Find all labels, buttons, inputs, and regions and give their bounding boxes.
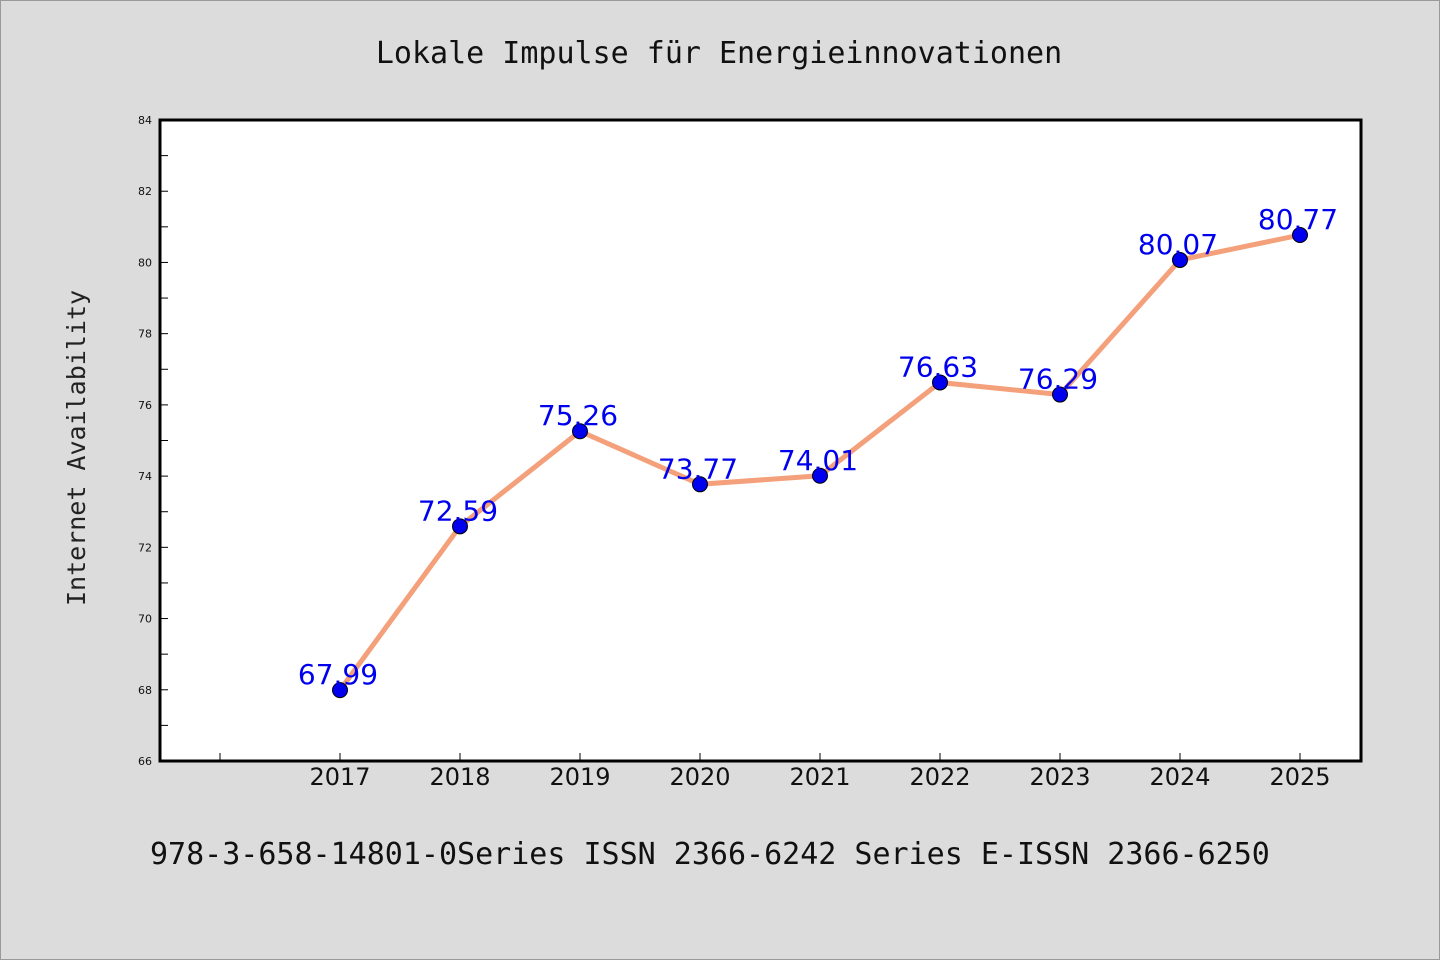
y-tick-label: 74 [138,470,152,483]
data-point [1292,227,1308,244]
data-label: 74.01 [778,444,858,477]
data-point [1052,386,1068,403]
y-axis: 66 68 70 72 74 76 78 80 82 84 [138,114,168,768]
x-tick-label: 2025 [1269,763,1330,791]
marker-group [332,227,1308,699]
y-tick-label: 70 [138,613,152,626]
y-tick-label: 80 [138,256,152,269]
x-tick-label: 2022 [909,763,970,791]
x-tick-label: 2019 [549,763,610,791]
x-axis: 2017 2018 2019 2020 2021 2022 2023 2024 2025 [219,753,1331,791]
data-point [332,682,348,699]
x-tick-label: 2021 [789,763,850,791]
footer-text: 978-3-658-14801-0Series ISSN 2366-6242 S… [150,837,1270,872]
x-tick-label: 2023 [1029,763,1090,791]
y-axis-label: Internet Availability [62,290,91,606]
data-point [692,476,708,493]
x-tick-label: 2024 [1149,763,1210,791]
data-label: 80.77 [1258,203,1338,236]
data-label: 76.29 [1018,363,1098,396]
x-tick-label: 2017 [309,763,370,791]
y-tick-label: 82 [138,185,152,198]
y-tick-label: 68 [138,684,152,697]
data-label: 73.77 [658,452,738,485]
data-point [812,467,828,484]
y-tick-label: 72 [138,541,152,554]
data-label: 75.26 [538,399,618,432]
data-label-group: 67.99 72.59 75.26 73.77 74.01 76.63 76.29 80.07… [298,203,1338,691]
data-label: 67.99 [298,658,378,691]
x-tick-label: 2020 [669,763,730,791]
data-point [452,518,468,535]
data-point [1172,251,1188,268]
y-tick-label: 84 [138,114,152,127]
y-tick-label: 78 [138,328,152,341]
data-label: 72.59 [418,494,498,527]
data-label: 80.07 [1138,228,1218,261]
data-label: 76.63 [898,350,978,383]
y-tick-label: 66 [138,755,152,768]
y-tick-label: 76 [138,399,152,412]
plot-area [158,118,1363,763]
data-point [932,374,948,391]
x-tick-label: 2018 [429,763,490,791]
data-point [572,423,588,440]
chart-title: Lokale Impulse für Energieinnovationen [376,36,1062,71]
